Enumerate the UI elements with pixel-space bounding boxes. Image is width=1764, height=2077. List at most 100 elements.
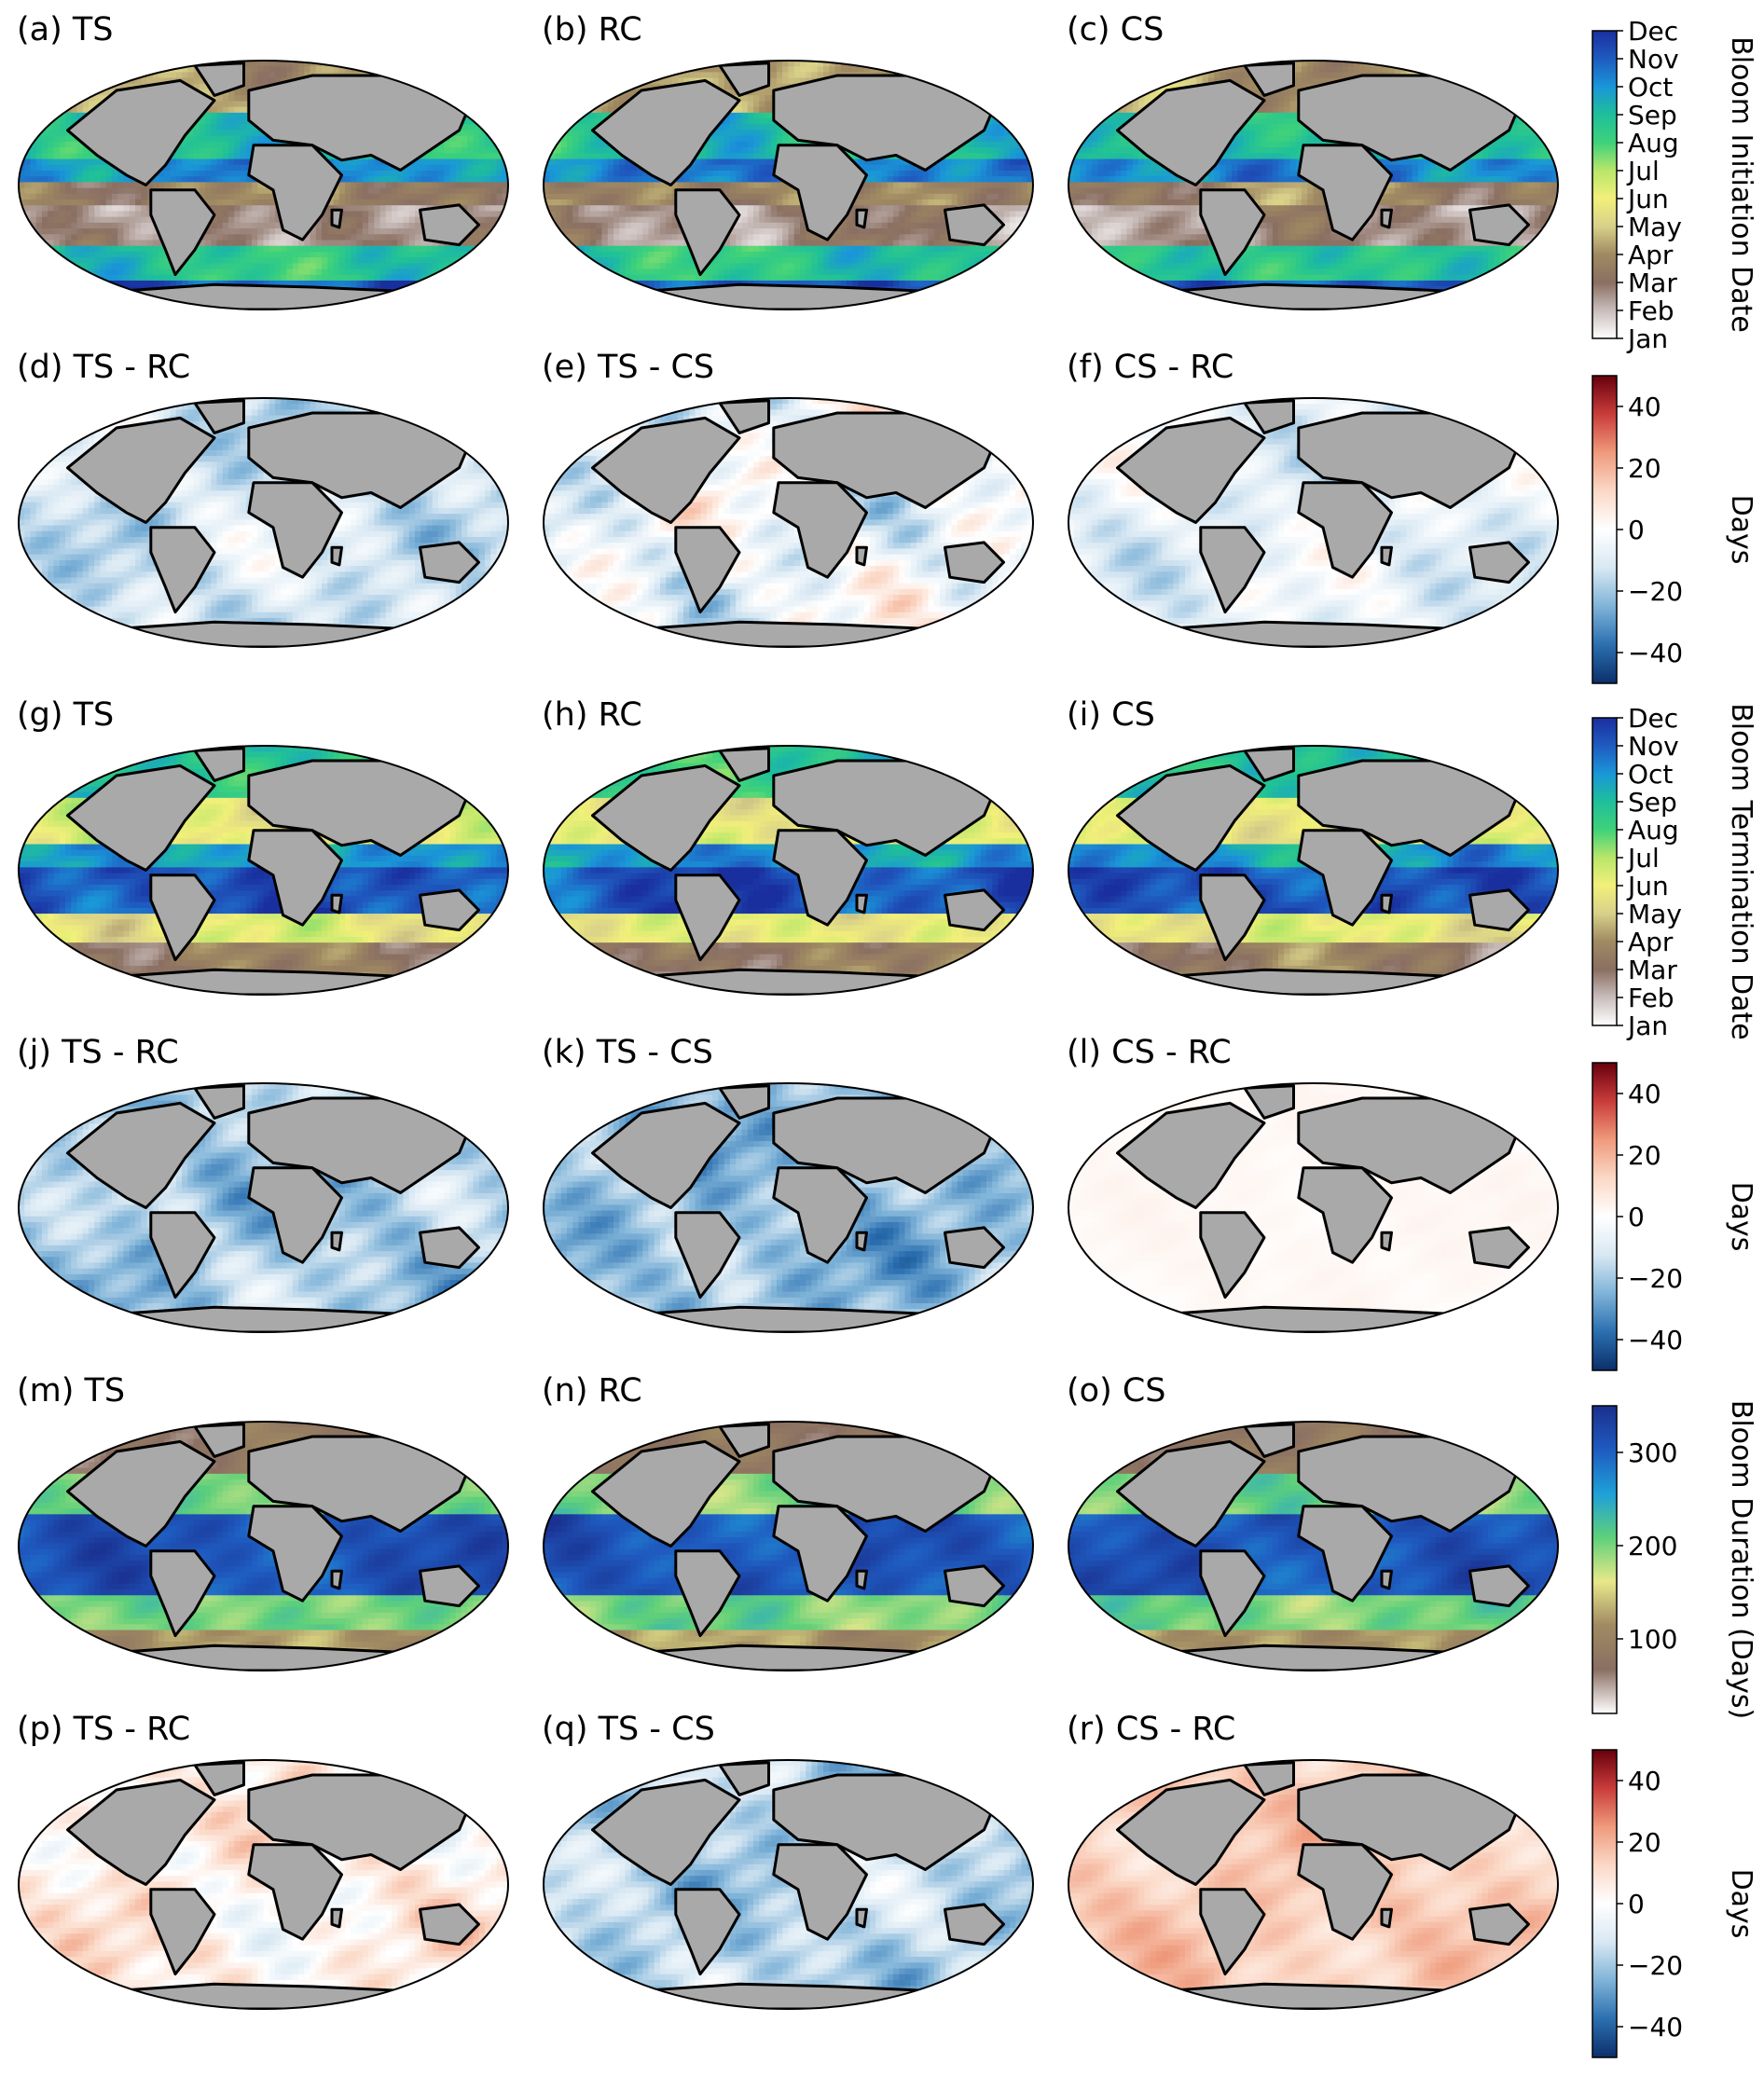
map-panel: (d) TS - RC [17,349,509,648]
map-panel: (o) CS [1067,1372,1559,1671]
map-panel: (j) TS - RC [17,1034,509,1333]
panel-title: (f) CS - RC [1067,349,1233,386]
colorbar-tick-label: −20 [1628,1263,1683,1294]
land-madagascar [332,547,342,565]
colorbar-tick-label: May [1628,212,1682,242]
colorbar-label: Days [1725,495,1757,565]
colorbar-tick-label: −20 [1628,576,1683,607]
land-madagascar [857,1909,867,1927]
colorbar: 40 20 0 −20 −40 Days [1592,1063,1757,1370]
colorbar-tick-label: Aug [1628,815,1679,846]
colorbar-gradient [1592,31,1617,338]
colorbar-label: Bloom Duration (Days) [1725,1400,1757,1720]
colorbar-label: Bloom Initiation Date [1725,36,1757,333]
panel-title: (e) TS - CS [542,349,714,386]
colorbar-tick-label: −40 [1628,1325,1683,1355]
land-madagascar [332,210,342,227]
land-madagascar [332,1909,342,1927]
colorbar-label: Days [1725,1182,1757,1252]
colorbar-tick-label: Sep [1628,100,1677,131]
colorbar-label: Bloom Termination Date [1725,703,1757,1040]
colorbar-tick-label: Jan [1626,323,1668,354]
land-madagascar [332,1232,342,1250]
colorbar: 40 20 0 −20 −40 Days [1592,1750,1757,2057]
map-panel: (e) TS - CS [542,349,1034,648]
colorbar-gradient [1592,1750,1617,2057]
land-madagascar [857,895,867,913]
colorbar-tick-label: 0 [1628,1202,1645,1232]
colorbar-tick-label: 20 [1628,453,1661,484]
colorbar-tick-label: 100 [1628,1624,1677,1655]
land-madagascar [857,1232,867,1250]
colorbar-tick-label: Feb [1628,296,1674,326]
colorbar-tick-label: Oct [1628,72,1673,103]
panel-title: (p) TS - RC [17,1711,190,1748]
colorbar-tick-label: May [1628,899,1682,929]
land-madagascar [1382,1909,1392,1927]
colorbar: 300 200 100 Bloom Duration (Days) [1592,1400,1757,1720]
panel-title: (o) CS [1067,1372,1166,1410]
colorbar-tick-label: Jun [1626,184,1669,214]
colorbar-label: Days [1725,1869,1757,1939]
panel-title: (q) TS - CS [542,1711,715,1748]
map-panel: (g) TS [17,696,509,996]
map-panel: (q) TS - CS [542,1711,1034,2010]
panel-title: (n) RC [542,1372,642,1410]
colorbar-tick-label: Apr [1628,240,1674,270]
panel-title: (c) CS [1067,11,1164,48]
colorbar-tick-label: 0 [1628,1889,1645,1919]
colorbar-gradient [1592,376,1617,683]
colorbar-tick-label: Jul [1626,156,1660,186]
map-panel: (r) CS - RC [1067,1711,1559,2010]
colorbar-tick-label: Mar [1628,268,1677,298]
land-madagascar [1382,1571,1392,1589]
map-panel: (c) CS [1067,11,1559,310]
colorbar-tick-label: Mar [1628,955,1677,985]
map-panel: (m) TS [17,1372,509,1671]
map-panel: (p) TS - RC [17,1711,509,2010]
land-madagascar [332,895,342,913]
panel-title: (i) CS [1067,696,1155,734]
colorbar-tick-label: 20 [1628,1827,1661,1858]
colorbar-tick-label: 0 [1628,515,1645,545]
colorbar-tick-label: −40 [1628,2012,1683,2043]
map-panel: (h) RC [542,696,1034,996]
colorbar-tick-label: Dec [1628,16,1678,47]
colorbar-gradient [1592,1406,1617,1713]
land-madagascar [857,1571,867,1589]
map-panel: (l) CS - RC [1067,1034,1559,1333]
colorbar-tick-label: 200 [1628,1531,1677,1561]
map-panel: (i) CS [1067,696,1559,996]
colorbar-tick-label: Jul [1626,843,1660,873]
land-madagascar [1382,895,1392,913]
colorbar-tick-label: Aug [1628,128,1679,158]
colorbar-gradient [1592,718,1617,1025]
colorbar-tick-label: Jan [1626,1011,1668,1041]
colorbar-tick-label: 300 [1628,1437,1677,1468]
colorbar-tick-label: Nov [1628,731,1679,762]
colorbar-tick-label: 40 [1628,1766,1661,1796]
colorbar-tick-label: −40 [1628,638,1683,668]
panel-title: (r) CS - RC [1067,1711,1235,1748]
map-panel: (f) CS - RC [1067,349,1559,648]
panel-title: (m) TS [17,1372,125,1410]
colorbar-tick-label: Nov [1628,44,1679,75]
map-panel: (k) TS - CS [542,1034,1034,1333]
colorbar-tick-label: Jun [1626,871,1669,901]
land-madagascar [1382,547,1392,565]
panel-title: (l) CS - RC [1067,1034,1232,1071]
colorbar-tick-label: Oct [1628,759,1673,790]
colorbar-tick-label: 40 [1628,1079,1661,1109]
land-madagascar [332,1571,342,1589]
colorbar-gradient [1592,1063,1617,1370]
panel-title: (b) RC [542,11,642,48]
panel-title: (j) TS - RC [17,1034,179,1071]
colorbar-tick-label: −20 [1628,1950,1683,1981]
panel-title: (a) TS [17,11,113,48]
colorbar-tick-label: 20 [1628,1140,1661,1171]
land-madagascar [857,210,867,227]
